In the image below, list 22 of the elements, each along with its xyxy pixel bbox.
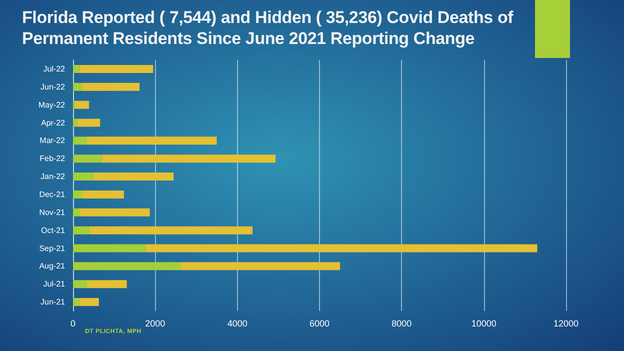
chart-title: Florida Reported ( 7,544) and Hidden ( 35,236) Covid Deaths of Permanent Residents Since June 2021 Reporting Change [22,7,514,49]
x-tick-label: 6000 [309,318,330,328]
y-tick-label: Jun-21 [40,298,66,307]
x-tick-label: 10000 [471,318,496,328]
y-tick-label: Sep-21 [39,244,66,253]
x-tick-label: 12000 [553,318,579,328]
x-tick-label: 0 [70,318,76,328]
y-tick-label: Nov-21 [39,208,66,217]
y-tick-label: Jul-22 [43,64,66,74]
y-tick-label: Oct-21 [40,226,66,235]
y-tick-label: Apr-22 [40,118,66,128]
y-tick-label: Aug-21 [39,262,66,271]
y-tick-label: Jul-21 [43,280,66,289]
x-tick-label: 4000 [227,318,248,328]
y-tick-label: Jun-22 [40,82,66,92]
x-tick-label: 2000 [145,318,166,328]
y-tick-label: Mar-22 [40,136,66,146]
y-tick-label: Feb-22 [40,154,66,164]
x-tick-label: 8000 [392,318,412,328]
y-tick-label: May-22 [38,100,66,110]
y-tick-label: Dec-21 [39,190,66,199]
y-tick-label: Jan-22 [40,172,66,182]
